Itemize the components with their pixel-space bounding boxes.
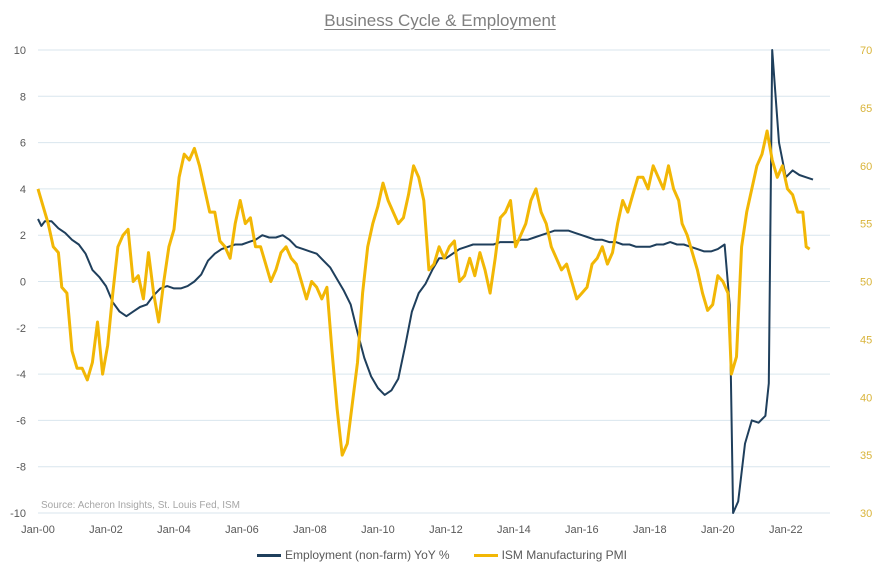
x-tick-label: Jan-04 [157,524,191,536]
x-tick-label: Jan-06 [225,524,259,536]
legend-label-pmi: ISM Manufacturing PMI [501,548,627,562]
y-left-tick-label: -6 [16,415,26,427]
y-left-tick-label: 2 [20,230,26,242]
y-left-tick-label: -4 [16,369,26,381]
y-right-tick-label: 45 [860,334,872,346]
y-right-tick-label: 65 [860,103,872,115]
x-tick-label: Jan-02 [89,524,123,536]
chart-title: Business Cycle & Employment [324,11,556,30]
y-left-tick-label: 8 [20,91,26,103]
x-tick-label: Jan-18 [633,524,667,536]
x-tick-label: Jan-14 [497,524,531,536]
y-right-tick-label: 30 [860,508,872,520]
x-tick-label: Jan-10 [361,524,395,536]
x-tick-label: Jan-16 [565,524,599,536]
series-line-pmi [36,129,811,457]
y-left-tick-label: 6 [20,138,26,150]
x-tick-label: Jan-00 [21,524,55,536]
y-left-tick-label: -10 [10,508,26,520]
x-tick-label: Jan-08 [293,524,327,536]
y-right-tick-label: 40 [860,392,872,404]
y-right-tick-label: 55 [860,219,872,231]
legend-swatch-pmi [473,553,498,557]
source-note: Source: Acheron Insights, St. Louis Fed,… [41,500,240,511]
y-right-tick-label: 35 [860,450,872,462]
y-left-tick-label: 4 [20,184,26,196]
y-left-tick-label: -2 [16,323,26,335]
legend: Employment (non-farm) YoY % ISM Manufact… [0,548,884,562]
legend-swatch-employment [257,553,282,557]
legend-item-pmi: ISM Manufacturing PMI [473,548,627,562]
y-right-tick-label: 60 [860,161,872,173]
y-right-tick-label: 50 [860,277,872,289]
x-tick-label: Jan-20 [701,524,735,536]
x-tick-label: Jan-22 [769,524,803,536]
x-tick-label: Jan-12 [429,524,463,536]
y-left-tick-label: 0 [20,277,26,289]
y-right-tick-label: 70 [860,45,872,57]
legend-item-employment: Employment (non-farm) YoY % [257,548,450,562]
y-left-tick-label: 10 [14,45,26,57]
legend-label-employment: Employment (non-farm) YoY % [285,548,450,562]
y-left-tick-label: -8 [16,462,26,474]
